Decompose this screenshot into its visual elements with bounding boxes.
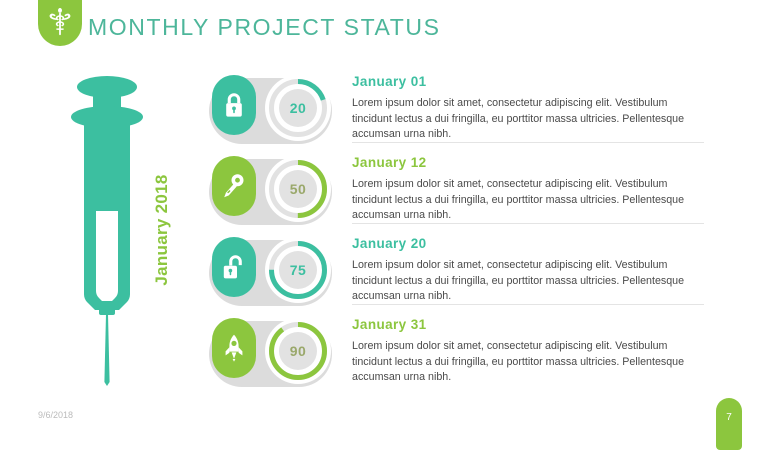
- page-number: 7: [726, 412, 732, 423]
- header-badge: [38, 0, 82, 46]
- row-body: Lorem ipsum dolor sit amet, consectetur …: [352, 97, 685, 141]
- footer-date: 9/6/2018: [38, 410, 74, 420]
- page-title: MONTHLY PROJECT STATUS: [88, 14, 441, 40]
- caduceus-icon: [49, 8, 71, 36]
- row-progress-value: 75: [289, 262, 307, 278]
- row-body: Lorem ipsum dolor sit amet, consectetur …: [352, 178, 685, 222]
- row-icon-tile[interactable]: [212, 318, 256, 378]
- row-text-block: January 31 Lorem ipsum dolor sit amet, c…: [352, 317, 702, 386]
- status-row[interactable]: 50 January 12 Lorem ipsum dolor sit amet…: [0, 153, 779, 233]
- row-progress-value: 20: [289, 100, 307, 116]
- row-progress-ring: 75: [262, 234, 334, 306]
- row-divider: [352, 304, 704, 305]
- row-progress-value: 90: [289, 343, 307, 359]
- status-row[interactable]: 90 January 31 Lorem ipsum dolor sit amet…: [0, 315, 779, 395]
- row-icon-tile[interactable]: [212, 75, 256, 135]
- row-divider: [352, 223, 704, 224]
- key-icon: [224, 174, 244, 198]
- row-divider: [352, 142, 704, 143]
- row-title: January 31: [352, 317, 427, 332]
- lock-icon: [226, 93, 242, 117]
- page-header: MONTHLY PROJECT STATUS: [0, 0, 779, 56]
- unlock-icon: [223, 255, 242, 279]
- row-body: Lorem ipsum dolor sit amet, consectetur …: [352, 259, 685, 303]
- row-progress-value: 50: [289, 181, 307, 197]
- row-title: January 12: [352, 155, 427, 170]
- row-body: Lorem ipsum dolor sit amet, consectetur …: [352, 340, 685, 384]
- row-title: January 20: [352, 236, 427, 251]
- row-progress-ring: 90: [262, 315, 334, 387]
- row-progress-ring: 50: [262, 153, 334, 225]
- row-icon-tile[interactable]: [212, 156, 256, 216]
- row-title: January 01: [352, 74, 427, 89]
- row-icon-tile[interactable]: [212, 237, 256, 297]
- row-text-block: January 01 Lorem ipsum dolor sit amet, c…: [352, 74, 702, 143]
- rocket-icon: [225, 334, 243, 362]
- page-number-badge: 7: [716, 398, 742, 450]
- syringe-illustration: [55, 74, 159, 386]
- row-text-block: January 12 Lorem ipsum dolor sit amet, c…: [352, 155, 702, 224]
- status-row[interactable]: 20 January 01 Lorem ipsum dolor sit amet…: [0, 72, 779, 152]
- status-row[interactable]: 75 January 20 Lorem ipsum dolor sit amet…: [0, 234, 779, 314]
- row-progress-ring: 20: [262, 72, 334, 144]
- status-rows-list: 20 January 01 Lorem ipsum dolor sit amet…: [0, 72, 779, 395]
- row-text-block: January 20 Lorem ipsum dolor sit amet, c…: [352, 236, 702, 305]
